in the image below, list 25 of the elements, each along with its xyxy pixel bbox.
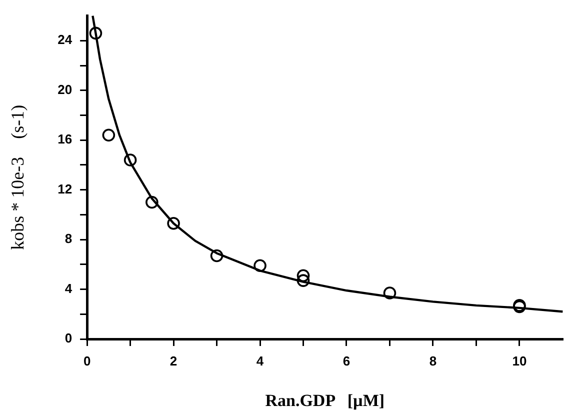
x-tick-label: 10 [512, 353, 527, 368]
x-tick-label: 8 [429, 353, 437, 368]
point [296, 269, 310, 282]
x-tick-label: 4 [256, 353, 264, 368]
point [89, 26, 102, 40]
y-axis-title: kobs * 10e-3 (s-1) [8, 104, 28, 250]
x-axis-title: Ran.GDP [µM] [265, 391, 385, 410]
point [146, 196, 158, 209]
point [383, 286, 396, 300]
y-tick-label: 16 [58, 132, 72, 147]
y-tick-label: 12 [58, 181, 72, 196]
y-tick-label: 24 [58, 32, 73, 48]
y-tick-label: 0 [64, 330, 72, 346]
point [296, 274, 310, 287]
point [102, 128, 116, 142]
y-tick-label: 20 [58, 82, 72, 97]
x-tick-label: 6 [342, 353, 350, 368]
y-tick-label: 4 [64, 280, 73, 296]
point [167, 216, 180, 230]
point [254, 259, 266, 272]
point [124, 154, 137, 166]
x-tick-label: 0 [83, 353, 91, 368]
x-tick-label: 2 [170, 353, 178, 368]
y-tick-label: 8 [64, 231, 72, 246]
point [210, 249, 224, 262]
